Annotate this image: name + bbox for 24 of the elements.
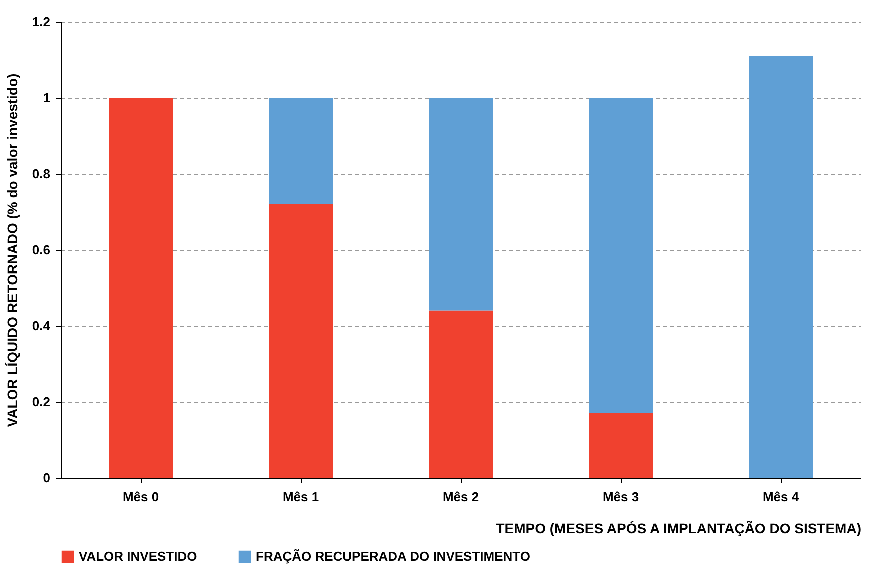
bar xyxy=(589,98,653,414)
y-tick-label: 0.2 xyxy=(32,394,50,410)
x-axis-title: TEMPO (MESES APÓS A IMPLANTAÇÃO DO SISTEMA) xyxy=(496,520,862,536)
bar xyxy=(429,310,493,478)
x-tick-label: Mês 0 xyxy=(122,490,160,504)
y-tick-label: 0 xyxy=(43,470,50,486)
x-tick-label: Mês 3 xyxy=(602,490,640,504)
legend-label: FRAÇÃO RECUPERADA DO INVESTIMENTO xyxy=(256,549,530,564)
y-tick-label: 1.2 xyxy=(32,14,50,30)
y-axis-title: VALOR LÍQUIDO RETORNADO (% do valor investido) xyxy=(4,74,20,428)
bar xyxy=(109,98,173,478)
bar xyxy=(589,413,653,478)
bar xyxy=(269,98,333,204)
x-tick-label: Mês 2 xyxy=(442,490,480,504)
bar xyxy=(429,98,493,311)
legend-label: VALOR INVESTIDO xyxy=(79,549,198,564)
y-tick-label: 1 xyxy=(43,90,50,106)
x-tick-label: Mês 4 xyxy=(762,490,800,504)
y-tick-label: 0.6 xyxy=(32,242,50,258)
x-tick-label: Mês 1 xyxy=(282,490,320,504)
bar xyxy=(749,56,813,478)
y-tick-label: 0.8 xyxy=(32,166,50,182)
bar xyxy=(269,204,333,478)
y-tick-label: 0.4 xyxy=(32,318,52,334)
